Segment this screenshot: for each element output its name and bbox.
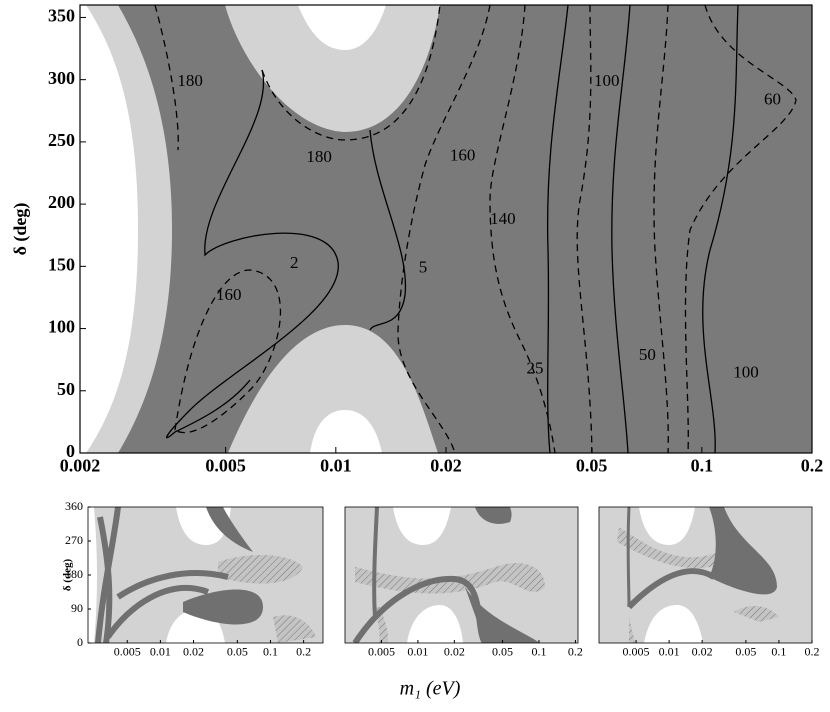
contour-label: 25 bbox=[526, 359, 543, 378]
contour-label: 140 bbox=[490, 209, 516, 228]
x-tick-label: 0.005 bbox=[368, 644, 395, 658]
x-tick-label: 0.005 bbox=[623, 644, 650, 658]
y-axis-label: δ (deg) bbox=[10, 203, 31, 256]
x-tick-label: 0.02 bbox=[430, 456, 462, 476]
x-tick-label: 0.005 bbox=[114, 644, 141, 658]
y-tick-label: 150 bbox=[48, 254, 75, 274]
x-tick-label: 0.1 bbox=[771, 644, 786, 658]
y-tick-label: 350 bbox=[48, 6, 75, 26]
x-tick-label: 0.2 bbox=[801, 456, 824, 476]
x-tick-label: 0.01 bbox=[320, 456, 352, 476]
main-regions bbox=[80, 5, 812, 453]
x-tick-label: 0.1 bbox=[531, 644, 546, 658]
x-tick-label: 0.05 bbox=[735, 644, 756, 658]
x-tick-label: 0.01 bbox=[659, 644, 680, 658]
x-tick-label: 0.2 bbox=[805, 644, 820, 658]
y-tick-label: 100 bbox=[48, 317, 75, 337]
x-tick-label: 0.005 bbox=[205, 456, 246, 476]
x-tick-label: 0.2 bbox=[296, 644, 311, 658]
x-tick-label: 0.01 bbox=[150, 644, 171, 658]
x-tick-label: 0.1 bbox=[691, 456, 714, 476]
x-tick-label: 0.05 bbox=[492, 644, 513, 658]
contour-label: 100 bbox=[733, 362, 759, 381]
x-tick-label: 0.02 bbox=[444, 644, 465, 658]
x-tick-label: 0.01 bbox=[407, 644, 428, 658]
contour-label: 100 bbox=[594, 71, 620, 90]
y-axis-label: δ (deg) bbox=[62, 559, 74, 592]
panel-1-regions bbox=[88, 507, 323, 643]
y-tick-label: 250 bbox=[48, 130, 75, 150]
contour-label: 5 bbox=[419, 258, 428, 277]
y-tick-label: 50 bbox=[57, 379, 75, 399]
contour-label: 50 bbox=[639, 345, 656, 364]
y-tick-label: 270 bbox=[65, 533, 83, 547]
x-tick-label: 0.1 bbox=[263, 644, 278, 658]
x-tick-label: 0.002 bbox=[60, 456, 101, 476]
y-tick-label: 360 bbox=[65, 499, 83, 513]
x-tick-label: 0.2 bbox=[568, 644, 583, 658]
contour-label: 60 bbox=[764, 90, 781, 109]
x-tick-label: 0.02 bbox=[183, 644, 204, 658]
x-tick-label: 0.02 bbox=[692, 644, 713, 658]
y-tick-label: 300 bbox=[48, 68, 75, 88]
contour-label: 2 bbox=[290, 253, 299, 272]
x-tick-label: 0.05 bbox=[576, 456, 608, 476]
plot-frame bbox=[344, 506, 579, 644]
y-tick-label: 90 bbox=[71, 601, 83, 615]
panel-3-regions bbox=[599, 507, 812, 643]
x-tick-label: 0.05 bbox=[227, 644, 248, 658]
y-tick-label: 0 bbox=[66, 441, 75, 461]
contour-label: 160 bbox=[450, 146, 476, 165]
y-tick-label: 200 bbox=[48, 192, 75, 212]
contour-label: 180 bbox=[177, 71, 203, 90]
plot-frame bbox=[598, 506, 813, 644]
y-tick-label: 0 bbox=[77, 635, 83, 649]
panel-2-regions bbox=[345, 507, 578, 643]
contour-label: 160 bbox=[216, 285, 242, 304]
y-tick-label: 180 bbox=[65, 567, 83, 581]
x-axis-label: m₁ (eV) bbox=[400, 678, 461, 700]
contour-label: 180 bbox=[306, 147, 332, 166]
